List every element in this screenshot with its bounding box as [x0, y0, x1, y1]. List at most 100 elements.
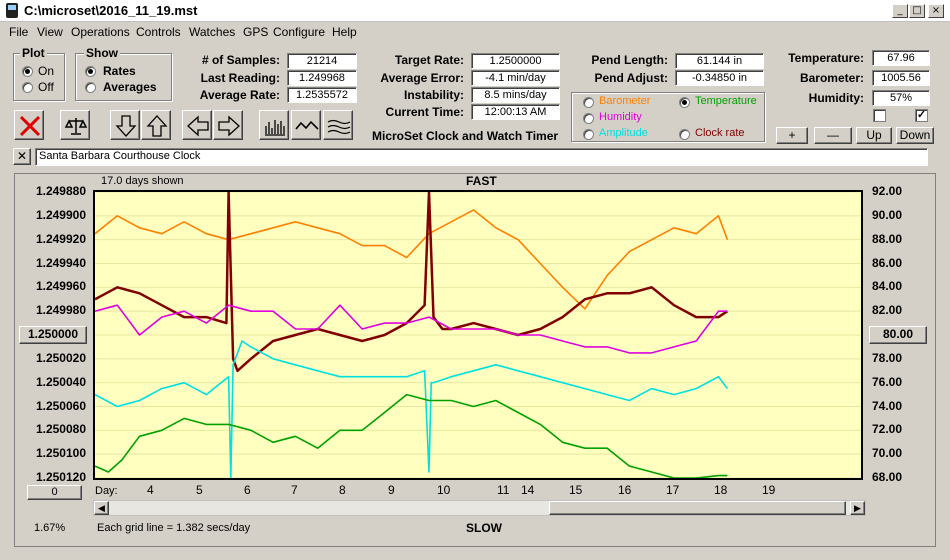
- menu-view[interactable]: View: [37, 25, 63, 39]
- menu-configure[interactable]: Configure: [273, 25, 326, 39]
- current-time-value: 12:00:13 AM: [471, 104, 560, 120]
- down-arrow-button[interactable]: [110, 110, 140, 140]
- chart-svg: [95, 192, 861, 478]
- scroll-thumb[interactable]: [549, 501, 846, 515]
- stop-button[interactable]: [14, 110, 44, 140]
- right-tick-label: 86.00: [872, 255, 903, 270]
- series-barometer: [95, 209, 729, 310]
- multi-wave-button[interactable]: [323, 110, 353, 140]
- balance-icon: [64, 118, 88, 135]
- app-title: MicroSet Clock and Watch Timer: [372, 129, 559, 143]
- show-rates-label[interactable]: Rates: [103, 64, 136, 78]
- series-clock-rate: [95, 192, 729, 373]
- plot-off-label[interactable]: Off: [38, 80, 54, 94]
- up-arrow-button[interactable]: [141, 110, 171, 140]
- left-tick-label: 1.249940: [35, 255, 86, 270]
- balance-button[interactable]: [60, 110, 90, 140]
- clear-watch-button[interactable]: ✕: [13, 148, 31, 165]
- right-arrow-button[interactable]: [213, 110, 243, 140]
- humidity-value: 57%: [872, 90, 930, 106]
- menu-help[interactable]: Help: [332, 25, 357, 39]
- temperature-radio[interactable]: [679, 97, 690, 108]
- show-averages-label[interactable]: Averages: [103, 80, 157, 94]
- show-rates-radio[interactable]: [85, 66, 96, 77]
- barometer-channel-label[interactable]: Barometer: [599, 95, 651, 107]
- series-humidity: [95, 304, 728, 354]
- menu-gps[interactable]: GPS: [243, 25, 269, 39]
- temperature-channel-label[interactable]: Temperature: [695, 95, 757, 107]
- left-tick-label: 1.249900: [35, 207, 86, 222]
- left-tick-label: 1.249960: [35, 279, 86, 294]
- last-reading-label: Last Reading:: [200, 71, 280, 85]
- left-tick-label: 1.250040: [35, 374, 86, 389]
- checkbox-1[interactable]: [873, 109, 886, 122]
- days-shown-label: 17.0 days shown: [101, 175, 184, 187]
- left-axis-center-button[interactable]: 1.250000: [19, 326, 87, 344]
- app-icon[interactable]: [6, 3, 18, 18]
- x-tick-label: 10: [437, 483, 451, 497]
- scroll-right-button[interactable]: ▶: [850, 501, 865, 515]
- arrow-left-icon: [187, 115, 209, 137]
- x-tick-label: 5: [196, 483, 203, 497]
- x-tick-label: 7: [291, 483, 298, 497]
- multi-wave-icon: [327, 119, 351, 135]
- plot-on-radio[interactable]: [22, 66, 33, 77]
- amplitude-radio[interactable]: [583, 129, 594, 140]
- menu-file[interactable]: File: [9, 25, 29, 39]
- right-tick-label: 78.00: [872, 350, 903, 365]
- pend-adjust-value[interactable]: -0.34850 in: [675, 70, 764, 86]
- up-button[interactable]: Up: [856, 127, 892, 144]
- checkbox-2[interactable]: ✓: [915, 109, 928, 122]
- barometer-radio[interactable]: [583, 97, 594, 108]
- x-tick-label: 6: [244, 483, 251, 497]
- watch-name-field[interactable]: Santa Barbara Courthouse Clock: [35, 148, 928, 166]
- close-window-button[interactable]: ×: [928, 4, 944, 18]
- humidity-label: Humidity:: [808, 91, 864, 105]
- menu-operations[interactable]: Operations: [71, 25, 130, 39]
- pend-length-value[interactable]: 61.144 in: [675, 53, 764, 69]
- maximize-button[interactable]: □: [909, 4, 925, 18]
- left-tick-label: 1.250020: [35, 350, 86, 365]
- plot-on-label[interactable]: On: [38, 64, 55, 78]
- minus-button[interactable]: —: [814, 127, 852, 144]
- series-amplitude: [95, 340, 729, 478]
- wave-button[interactable]: [291, 110, 321, 140]
- temperature-value: 67.96: [872, 50, 930, 66]
- x-tick-label: 17: [666, 483, 680, 497]
- horizontal-scrollbar[interactable]: ◀ ▶: [93, 500, 866, 516]
- right-tick-label: 70.00: [872, 446, 903, 461]
- scroll-left-button[interactable]: ◀: [94, 501, 109, 515]
- barometer-value: 1005.56: [872, 70, 930, 86]
- humidity-radio[interactable]: [583, 113, 594, 124]
- plus-button[interactable]: +: [776, 127, 808, 144]
- histogram-button[interactable]: [259, 110, 289, 140]
- x-tick-label: 11: [497, 483, 510, 497]
- histogram-icon: [265, 120, 285, 136]
- left-arrow-button[interactable]: [182, 110, 212, 140]
- fast-label: FAST: [466, 174, 497, 188]
- humidity-channel-label[interactable]: Humidity: [599, 111, 642, 123]
- right-tick-label: 82.00: [872, 303, 903, 318]
- red-x-icon: [19, 115, 41, 137]
- clock-rate-radio[interactable]: [679, 129, 690, 140]
- menu-watches[interactable]: Watches: [189, 25, 236, 39]
- right-tick-label: 68.00: [872, 470, 903, 484]
- average-rate-label: Average Rate:: [199, 88, 280, 102]
- grid-note: Each grid line = 1.382 secs/day: [97, 522, 251, 534]
- right-tick-label: 88.00: [872, 231, 903, 246]
- target-rate-value[interactable]: 1.2500000: [471, 53, 560, 69]
- slow-label: SLOW: [466, 521, 502, 535]
- right-tick-label: 84.00: [872, 279, 903, 294]
- offset-button[interactable]: 0: [27, 485, 82, 500]
- down-button[interactable]: Down: [896, 127, 934, 144]
- pend-length-label: Pend Length:: [591, 53, 668, 67]
- minimize-button[interactable]: _: [892, 4, 908, 18]
- current-time-label: Current Time:: [385, 105, 464, 119]
- show-averages-radio[interactable]: [85, 82, 96, 93]
- amplitude-channel-label[interactable]: Amplitude: [599, 127, 648, 139]
- right-axis-center-button[interactable]: 80.00: [869, 326, 927, 344]
- clock-rate-channel-label[interactable]: Clock rate: [695, 127, 745, 139]
- plot-off-radio[interactable]: [22, 82, 33, 93]
- menu-controls[interactable]: Controls: [136, 25, 181, 39]
- temperature-label: Temperature:: [788, 51, 864, 65]
